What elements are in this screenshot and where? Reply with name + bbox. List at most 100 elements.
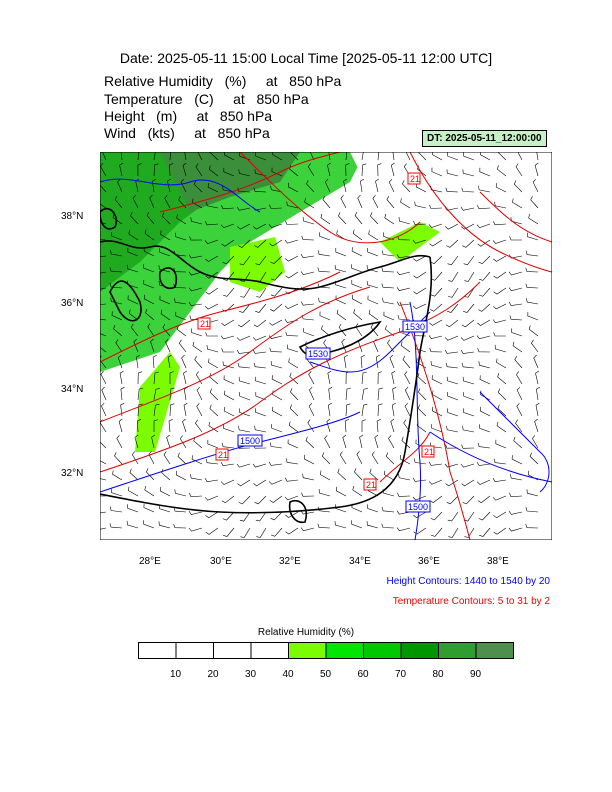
wind-barb [447, 152, 459, 161]
wind-barb [463, 255, 475, 266]
wind-barb [334, 264, 347, 273]
wind-barb [463, 303, 475, 313]
wind-barb [255, 408, 267, 417]
svg-text:1530: 1530 [405, 322, 425, 332]
wind-barb [284, 477, 299, 482]
wind-barb [271, 406, 283, 417]
wind-barb [183, 402, 188, 417]
wind-barb [143, 503, 155, 513]
wind-barb [345, 403, 351, 417]
wind-barb [326, 418, 331, 433]
wind-barb [254, 239, 267, 248]
wind-barb [270, 303, 283, 312]
wind-barb [511, 455, 523, 465]
wind-barb [270, 255, 283, 264]
wind-barb [115, 339, 123, 353]
wind-barb [116, 435, 123, 449]
svg-text:21: 21 [366, 480, 376, 490]
wind-barb [303, 328, 315, 337]
wind-barb [324, 435, 331, 449]
wind-barb [153, 403, 160, 417]
wind-barb [461, 223, 475, 230]
colorbar-title: Relative Humidity (%) [257, 627, 355, 638]
wind-barb [220, 479, 235, 485]
wind-barb [271, 375, 283, 385]
wind-barb [529, 452, 539, 465]
wind-barb [300, 527, 315, 532]
wind-barb [319, 311, 331, 321]
wind-barb [388, 178, 395, 193]
wind-barb [461, 444, 475, 449]
wind-barb [117, 354, 123, 369]
wind-barb [533, 354, 539, 369]
wind-barb [398, 473, 411, 481]
wind-barb [446, 239, 459, 248]
wind-barb [237, 319, 251, 328]
wind-barb [128, 230, 139, 241]
wind-barb [344, 419, 349, 433]
wind-barb [178, 196, 187, 209]
wind-barb [146, 468, 155, 481]
wind-barb [272, 152, 283, 161]
wind-barb [525, 283, 539, 289]
wind-barb [162, 323, 171, 337]
wind-barb [477, 239, 491, 247]
wind-barb [461, 187, 475, 193]
svg-text:21: 21 [410, 174, 420, 184]
colorbar-label: 60 [357, 669, 369, 680]
wind-barb [143, 264, 155, 273]
wind-barb [448, 287, 459, 298]
wind-barb [179, 435, 187, 449]
wind-barb [188, 271, 203, 276]
wind-barb [464, 527, 475, 538]
wind-barb [324, 178, 331, 193]
wind-barb [128, 309, 139, 321]
wind-barb [377, 163, 382, 177]
wind-barb [462, 495, 475, 505]
wind-barb [429, 347, 443, 353]
wind-barb [153, 152, 156, 161]
wind-barb [100, 478, 107, 481]
wind-barb [339, 451, 347, 465]
wind-barb [222, 287, 235, 297]
wind-barb [237, 223, 251, 230]
wind-barb [428, 479, 443, 485]
wind-barb [320, 470, 331, 481]
wind-barb [289, 404, 299, 417]
wind-barb [114, 452, 123, 465]
wind-barb [446, 425, 459, 433]
temperature-label: 21 [407, 172, 421, 185]
wind-barb [221, 239, 235, 247]
wind-barb [300, 271, 315, 276]
colorbar-label: 10 [169, 669, 182, 680]
wind-barb [112, 213, 123, 225]
wind-barb [377, 371, 383, 385]
colorbar-swatch [288, 642, 327, 659]
wind-barb [413, 271, 427, 279]
wind-barb [239, 511, 251, 522]
wind-barb [448, 271, 459, 282]
wind-barb [417, 372, 427, 385]
wind-barb [317, 506, 331, 513]
wind-barb [302, 216, 315, 225]
wind-barb [445, 479, 459, 487]
wind-barb [367, 248, 379, 257]
wind-barb [327, 370, 332, 385]
wind-barb [269, 442, 283, 449]
wind-barb [174, 489, 187, 497]
wind-barb [286, 201, 299, 209]
wind-barb [445, 362, 459, 369]
wind-barb [270, 511, 283, 521]
wind-barb [102, 152, 107, 161]
wind-barb [137, 387, 144, 401]
wind-barb [478, 361, 491, 369]
wind-barb [446, 169, 459, 177]
wind-barb [417, 404, 427, 417]
colorbar-swatch [363, 642, 402, 659]
wind-barb [175, 311, 187, 321]
wind-barb [149, 194, 155, 209]
wind-barb [254, 169, 267, 177]
wind-barb [430, 511, 443, 521]
wind-barb [460, 463, 475, 468]
wind-barb [493, 332, 507, 337]
